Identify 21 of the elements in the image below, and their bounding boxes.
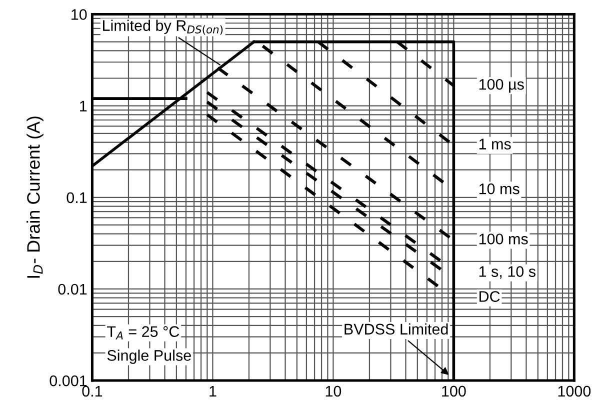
x-tick-label: 0.1: [82, 386, 102, 397]
y-tick-label: 0.01: [58, 284, 87, 295]
y-axis-title: I$_{D}$- Drain Current (A): [26, 116, 44, 278]
y-tick-label: 0.1: [66, 192, 87, 204]
annotation: DC: [480, 291, 500, 302]
x-tick-label: 10: [326, 386, 342, 397]
annotation: 1 ms: [479, 138, 511, 150]
y-tick-label: 1: [80, 100, 87, 112]
annotation: 100 ms: [479, 234, 528, 244]
annotation: T$_{A}$ = 25 °C: [107, 326, 180, 340]
annotation: BVDSS Limited: [344, 323, 448, 335]
annotation: Single Pulse: [107, 350, 191, 364]
annotation: 10 ms: [479, 183, 520, 194]
y-tick-label: 0.001: [50, 375, 87, 386]
x-tick-label: 1000: [558, 386, 591, 397]
annotation: 1 s, 10 s: [479, 266, 536, 279]
annotation: Limited by R$_{DS(on)}$: [103, 20, 223, 35]
x-tick-label: 100: [442, 386, 466, 397]
y-tick-label: 10: [72, 9, 87, 20]
x-tick-label: 1: [210, 386, 216, 396]
annotation: 100 µs: [479, 78, 524, 93]
